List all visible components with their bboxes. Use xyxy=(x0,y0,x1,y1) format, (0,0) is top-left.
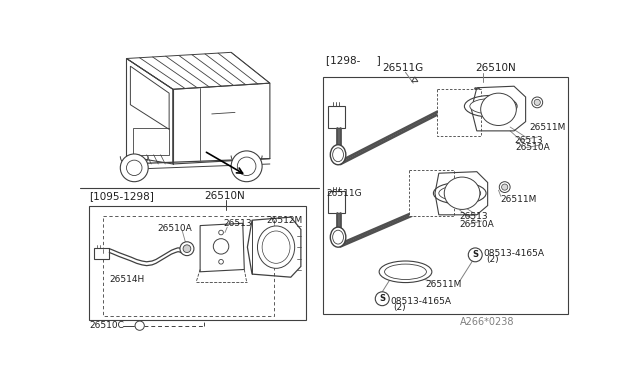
Circle shape xyxy=(468,248,482,262)
Circle shape xyxy=(135,321,145,330)
Circle shape xyxy=(180,242,194,256)
Circle shape xyxy=(375,292,389,306)
Ellipse shape xyxy=(262,231,290,263)
Circle shape xyxy=(183,245,191,253)
Text: 26511G: 26511G xyxy=(326,189,362,198)
Circle shape xyxy=(219,260,223,264)
Ellipse shape xyxy=(333,230,344,244)
Circle shape xyxy=(219,230,223,235)
Ellipse shape xyxy=(465,96,517,117)
Ellipse shape xyxy=(333,148,344,162)
Text: 26513: 26513 xyxy=(514,136,543,145)
Ellipse shape xyxy=(433,183,486,204)
Ellipse shape xyxy=(330,145,346,165)
Circle shape xyxy=(120,154,148,182)
Text: 26511M: 26511M xyxy=(425,280,461,289)
Bar xyxy=(103,216,274,316)
Circle shape xyxy=(127,160,142,176)
Ellipse shape xyxy=(481,93,516,125)
Circle shape xyxy=(499,182,510,192)
Text: [1298-     ]: [1298- ] xyxy=(326,55,381,65)
Text: 26511M: 26511M xyxy=(529,123,566,132)
Ellipse shape xyxy=(470,99,511,114)
Bar xyxy=(328,191,345,212)
Text: 08513-4165A: 08513-4165A xyxy=(390,296,451,305)
Text: 26511M: 26511M xyxy=(501,195,537,204)
Bar xyxy=(408,170,454,217)
Text: 26513: 26513 xyxy=(460,212,488,221)
Text: 26510C: 26510C xyxy=(90,321,124,330)
Text: (2): (2) xyxy=(486,255,499,264)
Circle shape xyxy=(231,151,262,182)
Text: 26513: 26513 xyxy=(223,219,252,228)
Circle shape xyxy=(502,184,508,190)
Text: 26512M: 26512M xyxy=(266,216,302,225)
Ellipse shape xyxy=(385,264,426,279)
Circle shape xyxy=(534,99,540,106)
Text: 08513-4165A: 08513-4165A xyxy=(483,249,544,258)
Text: 26510A: 26510A xyxy=(157,224,192,233)
Bar xyxy=(94,248,109,259)
Bar xyxy=(328,106,345,128)
Ellipse shape xyxy=(330,227,346,247)
Ellipse shape xyxy=(444,177,480,209)
Text: 26510A: 26510A xyxy=(460,219,495,228)
Text: [1095-1298]: [1095-1298] xyxy=(90,191,154,201)
Text: 26510N: 26510N xyxy=(204,191,244,201)
Text: 26511G: 26511G xyxy=(382,63,424,73)
Text: 26510N: 26510N xyxy=(476,63,516,73)
Ellipse shape xyxy=(257,226,294,268)
Text: 26514H: 26514H xyxy=(109,275,145,284)
Circle shape xyxy=(237,157,256,176)
Ellipse shape xyxy=(379,261,432,283)
Text: S: S xyxy=(380,294,385,303)
Text: S: S xyxy=(472,250,478,259)
Bar xyxy=(323,77,568,314)
Ellipse shape xyxy=(439,186,481,201)
Circle shape xyxy=(532,97,543,108)
Bar xyxy=(132,128,169,155)
Circle shape xyxy=(213,239,229,254)
Bar xyxy=(436,89,481,135)
Text: 26510A: 26510A xyxy=(516,143,550,152)
Text: A266*0238: A266*0238 xyxy=(460,317,515,327)
Text: (2): (2) xyxy=(393,303,406,312)
Bar xyxy=(90,206,307,320)
